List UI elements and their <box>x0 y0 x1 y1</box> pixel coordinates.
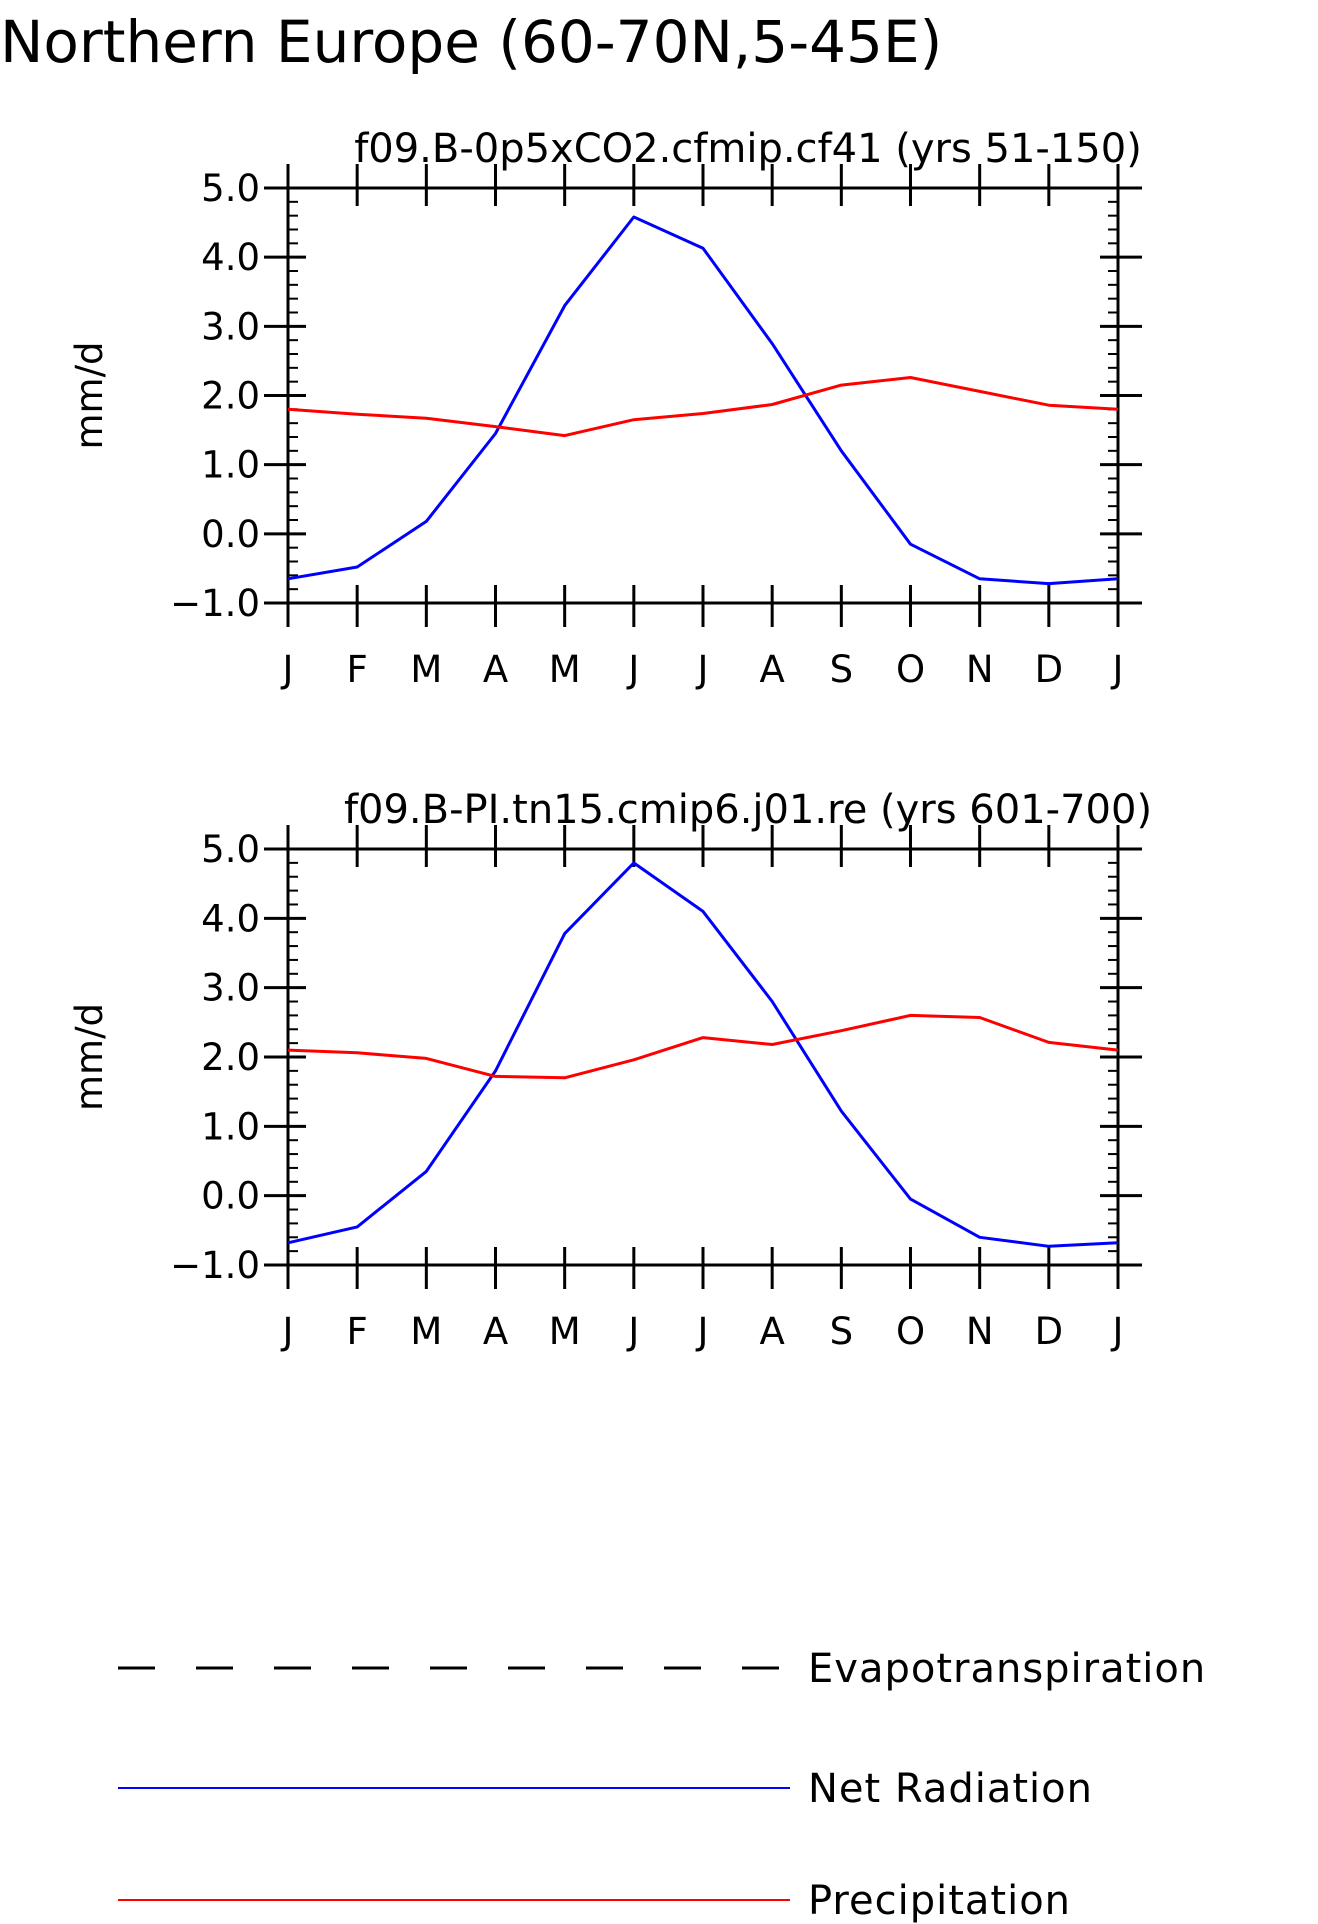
y-tick-label: 4.0 <box>201 236 260 279</box>
y-tick-label: 1.0 <box>201 1105 260 1148</box>
y-tick-label: 1.0 <box>201 444 260 487</box>
y-tick-label: 3.0 <box>201 305 260 348</box>
x-tick-label: O <box>896 648 925 691</box>
y-tick-label: 0.0 <box>201 1175 260 1218</box>
x-tick-label: M <box>549 648 581 691</box>
x-tick-label: N <box>966 648 994 691</box>
x-tick-label: J <box>281 1310 294 1353</box>
y-tick-label: 2.0 <box>201 1036 260 1079</box>
x-tick-label: S <box>830 648 854 691</box>
y-tick-label: −1.0 <box>170 1244 260 1287</box>
legend-item-net-radiation: Net Radiation <box>118 1766 1093 1812</box>
y-tick-label: 5.0 <box>201 828 260 871</box>
x-tick-label: A <box>760 1310 785 1353</box>
x-tick-label: M <box>410 648 442 691</box>
x-tick-label: J <box>696 648 709 691</box>
x-tick-label: M <box>549 1310 581 1353</box>
x-tick-label: J <box>696 1310 709 1353</box>
panel-top: f09.B-0p5xCO2.cfmip.cf41 (yrs 51-150) mm/… <box>68 126 1142 691</box>
y-tick-label: 5.0 <box>201 167 260 210</box>
series-line-net-radiation <box>287 215 1119 586</box>
x-tick-label: A <box>483 648 508 691</box>
y-axis-label: mm/d <box>68 1003 111 1111</box>
x-tick-label: J <box>1111 648 1124 691</box>
x-tick-label: N <box>966 1310 994 1353</box>
legend-item-precipitation: Precipitation <box>118 1878 1071 1924</box>
x-tick-label: S <box>830 1310 854 1353</box>
x-tick-label: A <box>483 1310 508 1353</box>
x-tick-label: F <box>347 1310 368 1353</box>
series-line-net-radiation <box>287 861 1119 1248</box>
y-tick-label: 3.0 <box>201 967 260 1010</box>
x-tick-label: M <box>410 1310 442 1353</box>
legend-label-precipitation: Precipitation <box>808 1878 1071 1924</box>
x-tick-label: J <box>1111 1310 1124 1353</box>
x-tick-label: F <box>347 648 368 691</box>
x-tick-label: O <box>896 1310 925 1353</box>
plot-frame <box>286 847 1120 1267</box>
y-axis-label: mm/d <box>68 341 111 449</box>
y-tick-label: 4.0 <box>201 897 260 940</box>
legend-label-evapotranspiration: Evapotranspiration <box>808 1646 1206 1692</box>
panel-bottom: f09.B-PI.tn15.cmip6.j01.re (yrs 601-700)… <box>68 787 1152 1353</box>
x-tick-label: A <box>760 648 785 691</box>
legend-item-evapotranspiration: Evapotranspiration <box>118 1646 1206 1692</box>
x-tick-label: J <box>626 648 639 691</box>
panel-title: f09.B-0p5xCO2.cfmip.cf41 (yrs 51-150) <box>354 126 1142 172</box>
series-line-precipitation <box>287 376 1119 438</box>
x-tick-label: J <box>281 648 294 691</box>
x-tick-label: J <box>626 1310 639 1353</box>
y-tick-label: 0.0 <box>201 513 260 556</box>
y-tick-label: 2.0 <box>201 375 260 418</box>
y-tick-label: −1.0 <box>170 582 260 625</box>
x-tick-label: D <box>1035 1310 1064 1353</box>
main-title: Northern Europe (60-70N,5-45E) <box>0 8 942 76</box>
plot-frame <box>286 186 1120 605</box>
legend-label-net-radiation: Net Radiation <box>808 1766 1093 1812</box>
panel-title: f09.B-PI.tn15.cmip6.j01.re (yrs 601-700) <box>344 787 1152 833</box>
legend: Evapotranspiration Net Radiation Precipi… <box>118 1646 1206 1924</box>
series-line-precipitation <box>287 1013 1119 1080</box>
x-tick-label: D <box>1035 648 1064 691</box>
